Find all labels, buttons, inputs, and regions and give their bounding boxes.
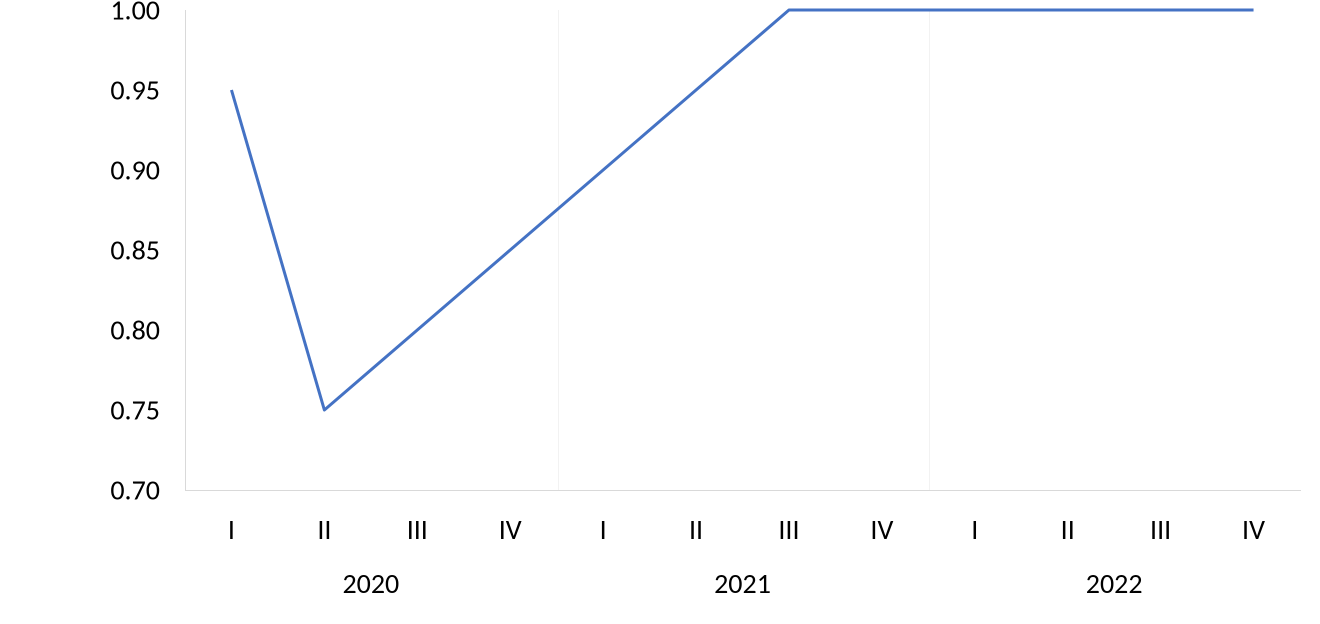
- series-layer: [0, 0, 1320, 624]
- line-chart: 0.700.750.800.850.900.951.00IIIIIIIVIIII…: [0, 0, 1320, 624]
- series-line-value: [231, 10, 1253, 410]
